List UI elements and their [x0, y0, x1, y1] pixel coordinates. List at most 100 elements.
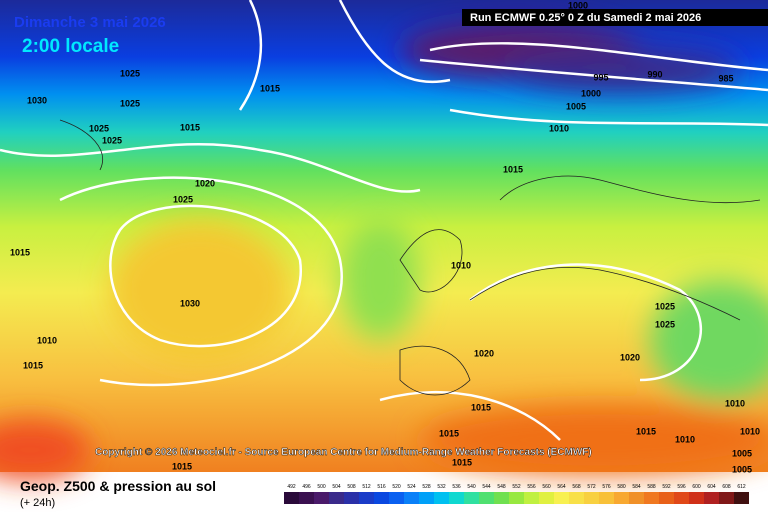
scale-label: 572 — [587, 484, 596, 490]
scale-label: 540 — [467, 484, 476, 490]
isobar-label: 1010 — [725, 398, 745, 408]
isobar-label: 1025 — [120, 98, 140, 108]
isobar-label: 1020 — [620, 352, 640, 362]
isobar-label: 985 — [718, 73, 733, 83]
scale-swatch — [584, 492, 599, 504]
scale-swatch — [674, 492, 689, 504]
scale-swatch — [419, 492, 434, 504]
scale-swatch — [299, 492, 314, 504]
scale-swatch — [554, 492, 569, 504]
scale-swatch — [329, 492, 344, 504]
scale-swatch — [614, 492, 629, 504]
isobar-label: 1020 — [195, 178, 215, 188]
isobar-labels: 1025 1030 1025 1015 1025 1015 1025 1020 1025 1015… — [10, 0, 760, 474]
isobar-label: 1015 — [10, 247, 30, 257]
scale-swatch — [479, 492, 494, 504]
scale-swatch — [314, 492, 329, 504]
isobar-label: 1015 — [636, 426, 656, 436]
scale-swatch — [659, 492, 674, 504]
isobar-label: 1010 — [675, 434, 695, 444]
isobar-label: 1020 — [474, 348, 494, 358]
scale-swatch — [404, 492, 419, 504]
isobar-label: 1025 — [655, 319, 675, 329]
scale-label: 612 — [737, 484, 746, 490]
scale-label: 504 — [332, 484, 341, 490]
date-label: Dimanche 3 mai 2026 — [14, 14, 166, 31]
isobar-label: 1015 — [452, 457, 472, 467]
isobar-label: 1015 — [172, 461, 192, 471]
scale-swatch — [374, 492, 389, 504]
scale-swatch — [449, 492, 464, 504]
footer-lead: (+ 24h) — [20, 497, 55, 509]
isobar-label: 1015 — [23, 360, 43, 370]
scale-swatch — [509, 492, 524, 504]
scale-label: 528 — [422, 484, 431, 490]
scale-label: 564 — [557, 484, 566, 490]
scale-label: 604 — [707, 484, 716, 490]
run-box — [462, 9, 768, 26]
scale-swatch — [359, 492, 374, 504]
footer-title: Geop. Z500 & pression au sol — [20, 478, 216, 494]
scale-label: 568 — [572, 484, 581, 490]
scale-label: 560 — [542, 484, 551, 490]
run-label: Run ECMWF 0.25° 0 Z du Samedi 2 mai 2026 — [470, 12, 701, 24]
scale-swatch — [389, 492, 404, 504]
scale-label: 512 — [362, 484, 371, 490]
isobar-label: 1030 — [27, 95, 47, 105]
scale-swatch — [599, 492, 614, 504]
scale-swatch — [494, 492, 509, 504]
scale-label: 596 — [677, 484, 686, 490]
scale-swatch — [629, 492, 644, 504]
scale-swatch — [524, 492, 539, 504]
scale-swatch — [434, 492, 449, 504]
isobar-label: 1000 — [581, 88, 601, 98]
isobar-label: 1010 — [37, 335, 57, 345]
isobar-label: 1010 — [740, 426, 760, 436]
isobar-label: 1005 — [566, 101, 586, 111]
isobar-label: 995 — [593, 72, 608, 82]
isobar-label: 990 — [647, 69, 662, 79]
scale-swatch — [689, 492, 704, 504]
isobar-label: 1000 — [568, 0, 588, 10]
scale-label: 588 — [647, 484, 656, 490]
isobar-label: 1030 — [180, 298, 200, 308]
scale-swatch — [569, 492, 584, 504]
copyright: Copyright © 2026 Meteociel.fr - Source E… — [95, 447, 592, 458]
scale-label: 500 — [317, 484, 326, 490]
isobar-label: 1025 — [655, 301, 675, 311]
scale-label: 524 — [407, 484, 416, 490]
isobar-label: 1005 — [732, 448, 752, 458]
isobar-label: 1010 — [451, 260, 471, 270]
color-scale: 492 496 500 504 508 512 516 520 524 528 532 536 540 5… — [284, 484, 749, 504]
isobar-label: 1015 — [503, 164, 523, 174]
scale-label: 532 — [437, 484, 446, 490]
scale-label: 492 — [287, 484, 296, 490]
scale-label: 516 — [377, 484, 386, 490]
scale-label: 580 — [617, 484, 626, 490]
isobar-label: 1025 — [102, 135, 122, 145]
isobar-label: 1015 — [471, 402, 491, 412]
isobar-label: 1025 — [120, 68, 140, 78]
scale-label: 520 — [392, 484, 401, 490]
scale-label: 592 — [662, 484, 671, 490]
scale-label: 544 — [482, 484, 491, 490]
isobar-label: 1025 — [89, 123, 109, 133]
scale-swatch — [464, 492, 479, 504]
scale-label: 556 — [527, 484, 536, 490]
scale-label: 608 — [722, 484, 731, 490]
isobar-label: 1015 — [180, 122, 200, 132]
scale-label: 536 — [452, 484, 461, 490]
scale-swatch — [539, 492, 554, 504]
scale-label: 508 — [347, 484, 356, 490]
scale-label: 600 — [692, 484, 701, 490]
scale-swatch — [284, 492, 299, 504]
scale-swatch — [719, 492, 734, 504]
isobar-label: 1010 — [549, 123, 569, 133]
isobar-label: 1015 — [439, 428, 459, 438]
scale-swatch — [644, 492, 659, 504]
time-label: 2:00 locale — [22, 36, 119, 57]
scale-label: 584 — [632, 484, 641, 490]
coastlines — [59, 119, 761, 396]
scale-label: 496 — [302, 484, 311, 490]
